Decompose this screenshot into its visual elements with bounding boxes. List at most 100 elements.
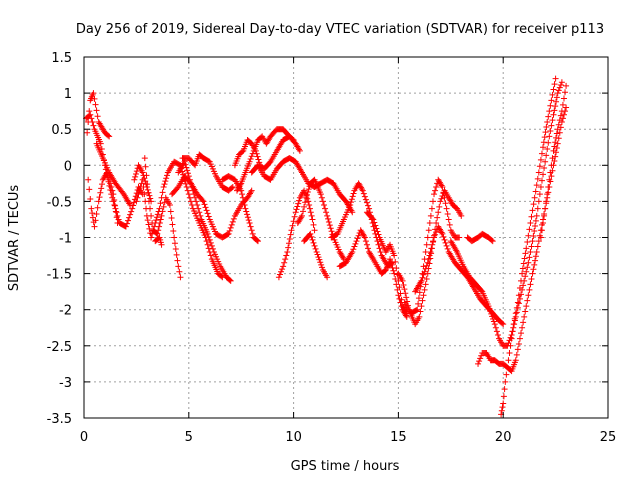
- data-point: [204, 230, 211, 237]
- data-point: [202, 204, 209, 211]
- data-point: [541, 212, 548, 219]
- data-point: [523, 268, 530, 275]
- data-point: [477, 355, 484, 362]
- data-point: [550, 147, 557, 154]
- data-point: [376, 245, 383, 252]
- data-point: [362, 238, 369, 245]
- data-point: [431, 191, 438, 198]
- data-point: [298, 214, 305, 221]
- data-point: [514, 299, 521, 306]
- series-track16: [275, 187, 318, 281]
- data-point: [349, 248, 356, 255]
- data-point: [445, 216, 452, 223]
- data-point: [85, 176, 92, 183]
- data-point: [209, 245, 216, 252]
- data-point: [358, 186, 365, 193]
- data-point: [130, 202, 137, 209]
- data-point: [518, 330, 525, 337]
- series-track20: [336, 227, 410, 320]
- data-point: [349, 209, 356, 216]
- data-point: [441, 194, 448, 201]
- data-point: [373, 225, 380, 232]
- data-point: [204, 210, 211, 217]
- data-point: [478, 287, 485, 294]
- data-point: [537, 234, 544, 241]
- data-point: [419, 297, 426, 304]
- data-point: [307, 209, 314, 216]
- data-point: [254, 237, 261, 244]
- data-point: [159, 208, 166, 215]
- axis-ticks: [83, 56, 609, 419]
- series-track15: [248, 155, 356, 216]
- data-point: [144, 181, 151, 188]
- data-point: [545, 113, 552, 120]
- data-point: [325, 219, 332, 226]
- data-point: [354, 235, 361, 242]
- data-point: [194, 202, 201, 209]
- data-point: [239, 148, 246, 155]
- data-point: [145, 221, 152, 228]
- data-point: [195, 205, 202, 212]
- data-point: [527, 248, 534, 255]
- y-tick-label: 0.5: [51, 123, 72, 138]
- data-point: [548, 97, 555, 104]
- data-point: [499, 404, 506, 411]
- data-point: [532, 188, 539, 195]
- data-point: [188, 183, 195, 190]
- data-point: [554, 126, 561, 133]
- data-point: [549, 117, 556, 124]
- data-point: [86, 108, 93, 115]
- data-point: [529, 270, 536, 277]
- data-point: [422, 281, 429, 288]
- data-point: [533, 212, 540, 219]
- data-point: [242, 205, 249, 212]
- data-point: [413, 307, 420, 314]
- data-point: [189, 187, 196, 194]
- data-point: [525, 259, 532, 266]
- data-point: [392, 258, 399, 265]
- data-point: [227, 277, 234, 284]
- data-point: [359, 187, 366, 194]
- data-point: [304, 189, 311, 196]
- data-point: [309, 236, 316, 243]
- data-point: [175, 263, 182, 270]
- data-point: [520, 282, 527, 289]
- data-point: [547, 102, 554, 109]
- data-point: [388, 261, 395, 268]
- data-point: [441, 236, 448, 243]
- data-point: [527, 281, 534, 288]
- data-point: [306, 205, 313, 212]
- data-point: [540, 171, 547, 178]
- data-point: [419, 274, 426, 281]
- data-point: [427, 212, 434, 219]
- data-point: [131, 176, 138, 183]
- data-point: [109, 187, 116, 194]
- data-point: [371, 219, 378, 226]
- data-point: [442, 239, 449, 246]
- data-point: [530, 233, 537, 240]
- data-point: [248, 187, 255, 194]
- data-point: [543, 198, 550, 205]
- data-point: [349, 193, 356, 200]
- y-tick-label: 0: [64, 159, 72, 174]
- data-point: [298, 212, 305, 219]
- data-point: [201, 201, 208, 208]
- data-point: [156, 205, 163, 212]
- series-track10: [179, 151, 236, 194]
- data-point: [512, 357, 519, 364]
- data-point: [552, 153, 559, 160]
- data-point: [488, 310, 495, 317]
- data-point: [511, 315, 518, 322]
- y-tick-label: -0.5: [47, 195, 72, 210]
- data-point: [423, 262, 430, 269]
- series-track18: [301, 230, 331, 281]
- data-point: [485, 303, 492, 310]
- data-point: [512, 310, 519, 317]
- y-tick-label: -1.5: [47, 268, 72, 283]
- data-point: [519, 265, 526, 272]
- data-point: [530, 201, 537, 208]
- data-point: [106, 176, 113, 183]
- data-point: [424, 270, 431, 277]
- data-point: [206, 236, 213, 243]
- data-point: [552, 75, 559, 82]
